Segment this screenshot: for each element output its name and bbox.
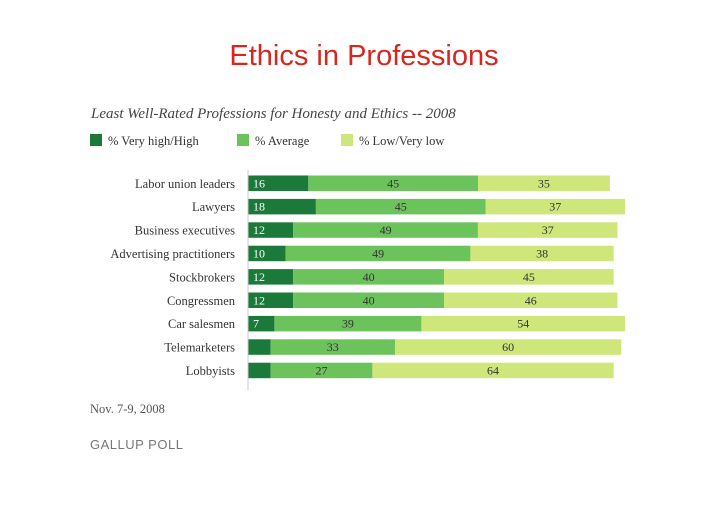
slide-title: Ethics in Professions xyxy=(229,40,499,72)
bar-low-very-low-business-executives xyxy=(478,222,618,238)
row-label-labor-union-leaders: Labor union leaders xyxy=(135,177,235,191)
legend-label-very-high-high: % Very high/High xyxy=(108,134,199,148)
bar-average-stockbrokers xyxy=(293,269,444,285)
bar-low-very-low-lobbyists xyxy=(372,362,614,379)
bar-very-high-high-business-executives xyxy=(248,222,294,238)
legend-label-average: % Average xyxy=(255,134,310,148)
value-label-average-car-salesmen: 39 xyxy=(342,317,354,331)
bar-very-high-high-lobbyists xyxy=(248,362,271,379)
value-label-average-labor-union-leaders: 45 xyxy=(387,176,399,190)
value-label-low-very-low-stockbrokers: 45 xyxy=(523,270,535,284)
bar-average-lawyers xyxy=(315,198,486,215)
legend-swatch-low-very-low xyxy=(341,134,353,146)
bar-very-high-high-stockbrokers xyxy=(248,269,294,285)
bar-very-high-high-congressmen xyxy=(248,292,294,308)
row-label-lobbyists: Lobbyists xyxy=(186,364,235,378)
bar-low-very-low-congressmen xyxy=(444,292,618,308)
value-label-very-high-high-stockbrokers: 12 xyxy=(253,270,265,284)
value-label-very-high-high-advertising-practitioners: 10 xyxy=(253,246,265,260)
bar-average-advertising-practitioners xyxy=(285,245,471,262)
stacked-bar-chart: Labor union leaders 16 45 35 Lawyers 18 45 37 Bu… xyxy=(110,170,625,390)
value-label-average-advertising-practitioners: 49 xyxy=(372,246,384,260)
value-label-very-high-high-lawyers: 18 xyxy=(253,200,265,214)
bar-low-very-low-lawyers xyxy=(485,198,625,215)
bar-low-very-low-car-salesmen xyxy=(421,315,625,332)
legend-label-low-very-low: % Low/Very low xyxy=(359,134,445,148)
value-label-low-very-low-car-salesmen: 54 xyxy=(517,317,529,331)
bar-average-labor-union-leaders xyxy=(308,175,478,191)
value-label-average-stockbrokers: 40 xyxy=(363,270,375,284)
value-label-very-high-high-business-executives: 12 xyxy=(253,223,265,237)
value-label-average-telemarketers: 33 xyxy=(327,340,339,354)
legend-swatch-average xyxy=(237,134,249,146)
bar-low-very-low-telemarketers xyxy=(395,339,622,355)
value-label-low-very-low-advertising-practitioners: 38 xyxy=(536,246,548,260)
row-label-car-salesmen: Car salesmen xyxy=(168,317,236,331)
value-label-low-very-low-lawyers: 37 xyxy=(549,200,561,214)
row-label-stockbrokers: Stockbrokers xyxy=(169,270,235,284)
bar-very-high-high-car-salesmen xyxy=(248,315,275,332)
bar-average-telemarketers xyxy=(270,339,395,355)
legend-item-low-very-low: % Low/Very low xyxy=(341,134,444,149)
value-label-average-congressmen: 40 xyxy=(363,293,375,307)
row-label-telemarketers: Telemarketers xyxy=(164,341,235,355)
value-label-very-high-high-car-salesmen: 7 xyxy=(253,317,259,331)
value-label-low-very-low-business-executives: 37 xyxy=(542,223,554,237)
bar-low-very-low-labor-union-leaders xyxy=(478,175,610,191)
bar-very-high-high-labor-union-leaders xyxy=(248,175,309,191)
bar-average-business-executives xyxy=(293,222,478,238)
gallup-poll-logo: GALLUP POLL xyxy=(90,437,184,452)
value-label-average-lobbyists: 27 xyxy=(316,363,328,377)
value-label-average-lawyers: 45 xyxy=(395,200,407,214)
value-label-low-very-low-congressmen: 46 xyxy=(525,293,537,307)
row-label-congressmen: Congressmen xyxy=(167,294,236,308)
value-label-very-high-high-labor-union-leaders: 16 xyxy=(253,176,265,190)
value-label-low-very-low-labor-union-leaders: 35 xyxy=(538,176,550,190)
bar-very-high-high-lawyers xyxy=(248,198,316,215)
value-label-low-very-low-lobbyists: 64 xyxy=(487,363,499,377)
bar-average-congressmen xyxy=(293,292,444,308)
value-label-low-very-low-telemarketers: 60 xyxy=(502,340,514,354)
row-label-advertising-practitioners: Advertising practitioners xyxy=(110,247,235,261)
legend-swatch-very-high-high xyxy=(90,134,102,146)
bar-average-lobbyists xyxy=(270,362,373,379)
date-note: Nov. 7-9, 2008 xyxy=(90,402,165,416)
bar-very-high-high-telemarketers xyxy=(248,339,271,355)
chart-title: Least Well-Rated Professions for Honesty… xyxy=(91,106,456,122)
bar-low-very-low-advertising-practitioners xyxy=(470,245,614,262)
legend-item-average: % Average xyxy=(237,134,309,149)
legend-item-very-high-high: % Very high/High xyxy=(90,134,199,149)
row-label-business-executives: Business executives xyxy=(135,224,235,238)
bar-very-high-high-advertising-practitioners xyxy=(248,245,286,262)
row-label-lawyers: Lawyers xyxy=(192,200,235,214)
value-label-average-business-executives: 49 xyxy=(380,223,392,237)
bar-low-very-low-stockbrokers xyxy=(444,269,614,285)
value-label-very-high-high-congressmen: 12 xyxy=(253,293,265,307)
bar-average-car-salesmen xyxy=(274,315,422,332)
